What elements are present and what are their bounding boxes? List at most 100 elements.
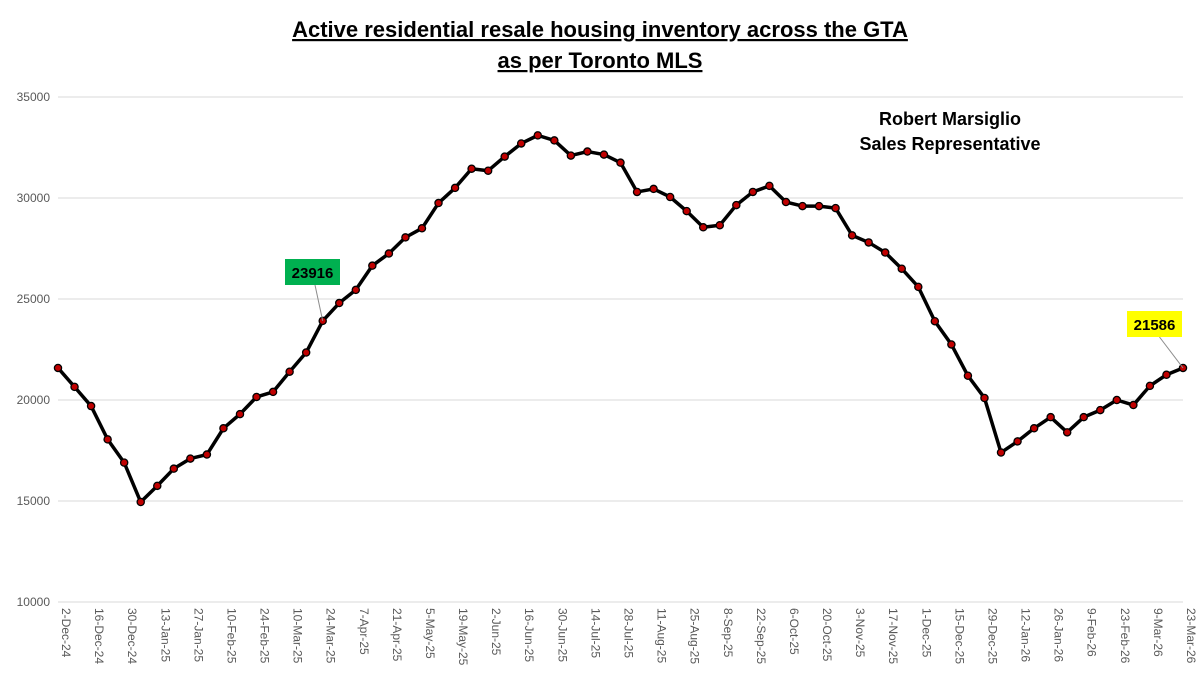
data-point bbox=[252, 392, 261, 402]
gridlines bbox=[58, 96, 1183, 603]
data-point bbox=[202, 450, 212, 459]
data-point bbox=[1029, 424, 1039, 433]
x-tick-label: 23-Feb-26 bbox=[1118, 608, 1132, 664]
data-point bbox=[136, 497, 145, 507]
callout-leader bbox=[314, 284, 324, 322]
data-point bbox=[698, 223, 708, 232]
data-point bbox=[103, 435, 112, 444]
x-tick-label: 30-Jun-25 bbox=[555, 608, 569, 662]
data-point bbox=[1079, 412, 1088, 422]
author-title: Sales Representative bbox=[859, 134, 1040, 154]
x-tick-label: 17-Nov-25 bbox=[886, 608, 900, 664]
data-point bbox=[1162, 370, 1171, 379]
x-tick-label: 7-Apr-25 bbox=[357, 608, 371, 655]
series-inventory bbox=[53, 131, 1188, 507]
data-point bbox=[732, 200, 741, 210]
x-tick-label: 16-Dec-24 bbox=[92, 608, 106, 664]
data-point bbox=[781, 197, 791, 207]
data-point bbox=[566, 151, 576, 160]
x-tick-label: 14-Jul-25 bbox=[588, 608, 602, 658]
x-tick-label: 20-Oct-25 bbox=[820, 608, 834, 662]
data-point bbox=[86, 401, 96, 411]
x-tick-label: 2-Dec-24 bbox=[59, 608, 73, 658]
data-point bbox=[599, 150, 609, 159]
data-point bbox=[169, 464, 179, 473]
callout-box bbox=[285, 259, 340, 285]
data-point bbox=[682, 206, 691, 216]
data-point bbox=[715, 221, 725, 230]
data-point bbox=[219, 424, 228, 433]
data-point bbox=[417, 224, 427, 233]
data-point bbox=[516, 139, 526, 148]
x-tick-label: 12-Jan-26 bbox=[1019, 608, 1033, 662]
x-tick-label: 22-Sep-25 bbox=[754, 608, 768, 664]
x-tick-label: 24-Feb-25 bbox=[258, 608, 272, 664]
data-point bbox=[765, 181, 774, 191]
data-point bbox=[996, 448, 1006, 457]
y-axis-ticks: 35000 30000 25000 20000 15000 10000 bbox=[17, 90, 51, 609]
data-point bbox=[748, 187, 758, 197]
data-point bbox=[467, 164, 476, 173]
data-point bbox=[301, 348, 311, 357]
x-tick-label: 9-Feb-26 bbox=[1085, 608, 1099, 657]
data-point bbox=[1145, 381, 1155, 391]
data-point bbox=[665, 192, 675, 202]
data-point bbox=[649, 184, 658, 194]
data-point bbox=[268, 387, 278, 397]
data-point bbox=[930, 316, 940, 326]
data-point bbox=[153, 481, 162, 491]
series-line bbox=[56, 133, 1184, 504]
data-point bbox=[483, 166, 493, 175]
data-point bbox=[500, 152, 509, 161]
data-point bbox=[963, 371, 973, 381]
chart-title-line-2: as per Toronto MLS bbox=[498, 48, 703, 73]
x-tick-label: 6-Oct-25 bbox=[787, 608, 801, 655]
data-point bbox=[583, 147, 592, 156]
x-tick-label: 9-Mar-26 bbox=[1151, 608, 1165, 657]
data-point bbox=[70, 382, 79, 392]
data-point bbox=[798, 201, 807, 211]
x-tick-label: 8-Sep-25 bbox=[721, 608, 735, 658]
x-tick-label: 3-Nov-25 bbox=[853, 608, 867, 658]
data-point bbox=[434, 198, 443, 208]
y-tick-label: 25000 bbox=[17, 292, 51, 306]
x-tick-label: 30-Dec-24 bbox=[125, 608, 139, 664]
y-tick-label: 10000 bbox=[17, 595, 51, 609]
callouts: 23916 21586 bbox=[285, 259, 1184, 369]
data-point bbox=[119, 458, 129, 467]
x-tick-label: 5-May-25 bbox=[423, 608, 437, 659]
data-point bbox=[285, 367, 294, 376]
data-point bbox=[847, 231, 857, 240]
x-tick-label: 28-Jul-25 bbox=[622, 608, 636, 658]
x-tick-label: 23-Mar-26 bbox=[1184, 608, 1198, 664]
data-point bbox=[550, 136, 559, 145]
data-point bbox=[1013, 437, 1022, 446]
x-tick-label: 11-Aug-25 bbox=[655, 608, 669, 663]
x-tick-label: 13-Jan-25 bbox=[158, 608, 172, 662]
data-point bbox=[384, 249, 394, 258]
data-point bbox=[368, 261, 377, 270]
x-tick-label: 10-Feb-25 bbox=[224, 608, 238, 664]
data-point bbox=[53, 363, 63, 373]
data-point bbox=[947, 340, 956, 349]
data-point bbox=[401, 233, 410, 242]
x-tick-label: 16-Jun-25 bbox=[522, 608, 536, 662]
data-point bbox=[632, 187, 642, 197]
data-point bbox=[1112, 395, 1122, 405]
callout-label: 21586 bbox=[1134, 317, 1176, 334]
x-tick-label: 21-Apr-25 bbox=[390, 608, 404, 662]
x-tick-label: 19-May-25 bbox=[456, 608, 470, 666]
data-point bbox=[1129, 400, 1138, 410]
callout-leader bbox=[1159, 336, 1184, 369]
y-tick-label: 20000 bbox=[17, 393, 51, 407]
x-tick-label: 15-Dec-25 bbox=[952, 608, 966, 664]
data-point bbox=[334, 298, 344, 308]
y-tick-label: 15000 bbox=[17, 494, 51, 508]
x-axis-ticks: 2-Dec-24 16-Dec-24 30-Dec-24 13-Jan-25 27-Ja… bbox=[59, 608, 1198, 666]
callout-box bbox=[1127, 311, 1182, 337]
callout-label: 23916 bbox=[292, 265, 334, 282]
chart-title-line-1: Active residential resale housing invent… bbox=[292, 17, 908, 42]
data-point bbox=[235, 409, 245, 419]
x-tick-label: 1-Dec-25 bbox=[919, 608, 933, 658]
